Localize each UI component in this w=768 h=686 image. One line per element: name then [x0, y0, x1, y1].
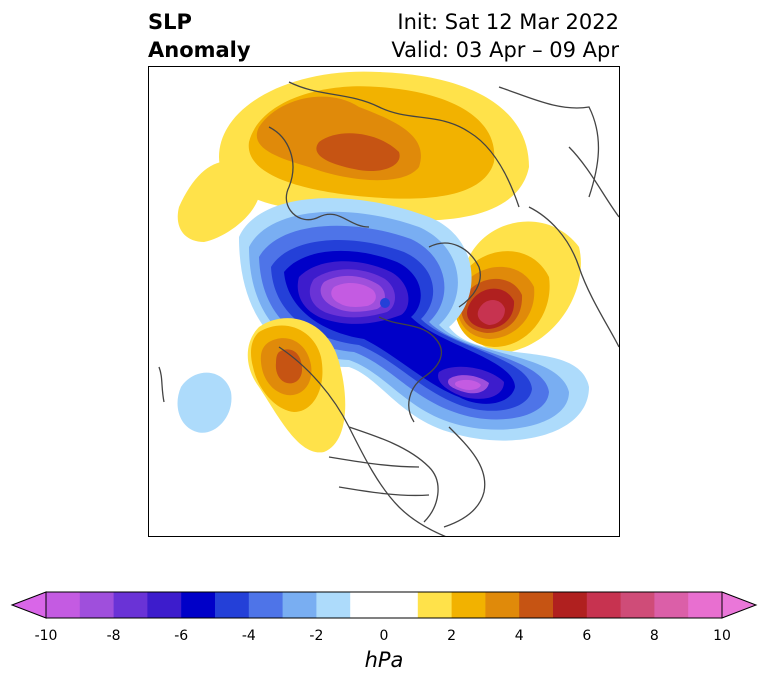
- colorbar-bin: [654, 592, 689, 618]
- anomaly-negative-pacific: [177, 372, 232, 433]
- colorbar-bin: [620, 592, 655, 618]
- colorbar-bin: [147, 592, 182, 618]
- colorbar-bin: [215, 592, 250, 618]
- colorbar-tick-label: 6: [582, 628, 592, 644]
- colorbar-bin: [113, 592, 148, 618]
- colorbar-under-arrow: [10, 591, 47, 619]
- title-line-1: SLP: [148, 10, 192, 34]
- colorbar-tick-label: -8: [106, 628, 121, 644]
- anomaly-positive-alaska: [247, 318, 346, 453]
- colorbar-tick-label: -10: [34, 628, 58, 644]
- colorbar-bin: [316, 592, 351, 618]
- colorbar-bin: [688, 592, 723, 618]
- coastlines: [158, 81, 619, 536]
- colorbar: [10, 591, 758, 619]
- init-date: Init: Sat 12 Mar 2022: [397, 10, 619, 34]
- colorbar-tick-label: 0: [379, 628, 389, 644]
- colorbar-tick-label: 2: [447, 628, 457, 644]
- colorbar-tick-label: 10: [713, 628, 731, 644]
- date-info: Init: Sat 12 Mar 2022 Valid: 03 Apr – 09…: [391, 8, 619, 64]
- colorbar-bin: [46, 592, 81, 618]
- colorbar-bin: [586, 592, 622, 618]
- map-title: SLP Anomaly: [148, 8, 251, 64]
- colorbar-bin: [79, 592, 115, 618]
- title-line-2: Anomaly: [148, 38, 251, 62]
- colorbar-bin: [417, 592, 453, 618]
- colorbar-tick-label: 4: [514, 628, 524, 644]
- valid-date: Valid: 03 Apr – 09 Apr: [391, 38, 619, 62]
- colorbar-bin: [485, 592, 520, 618]
- colorbar-tick-label: -2: [309, 628, 324, 644]
- colorbar-bin: [282, 592, 317, 618]
- colorbar-over-arrow: [721, 591, 758, 619]
- colorbar-unit-label: hPa: [364, 648, 404, 672]
- colorbar-bin: [451, 592, 486, 618]
- colorbar-bin: [248, 592, 284, 618]
- anomaly-positive-siberia: [177, 71, 529, 242]
- colorbar-tick-label: -6: [174, 628, 189, 644]
- colorbar-bin: [384, 592, 419, 618]
- anomaly-negative-arctic: [239, 198, 589, 441]
- colorbar-bin: [519, 592, 554, 618]
- colorbar-bin: [181, 592, 216, 618]
- anomaly-positive-north-atlantic: [454, 221, 581, 352]
- anomaly-map-svg: [158, 71, 619, 536]
- colorbar-bin: [350, 592, 385, 618]
- colorbar-tick-label: 8: [649, 628, 659, 644]
- colorbar-bin: [553, 592, 588, 618]
- anomaly-map: [148, 66, 620, 537]
- colorbar-tick-label: -4: [241, 628, 256, 644]
